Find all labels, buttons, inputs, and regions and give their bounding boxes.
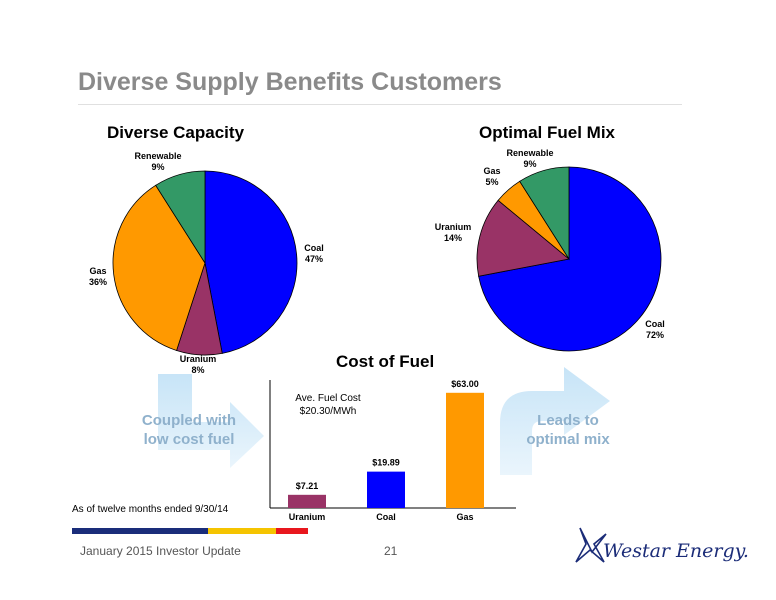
pie2-chart [476, 166, 662, 352]
right-bent-arrow [500, 367, 610, 475]
pie2-label-uranium: Uranium 14% [428, 222, 478, 244]
pie2-slice-uranium [476, 199, 570, 277]
pie2-label-uranium-name: Uranium [434, 222, 472, 232]
pie1-label-coal-name: Coal [304, 243, 324, 253]
pie1-label-gas-value: 36% [88, 277, 107, 287]
slide-title: Diverse Supply Benefits Customers [78, 68, 502, 96]
title-divider [78, 104, 682, 105]
pie1-label-uranium-name: Uranium [179, 354, 217, 364]
bar-gas [446, 392, 484, 508]
pie2-title: Optimal Fuel Mix [479, 123, 616, 142]
pie1-slice-renewable [155, 170, 206, 265]
bar-title: Cost of Fuel [336, 352, 435, 371]
star-logo-icon [575, 527, 607, 563]
bar-value-label-gas: $63.00 [451, 379, 479, 389]
pie2-label-coal-value: 72% [645, 330, 664, 340]
pie1-label-renewable: Renewable 9% [130, 151, 186, 173]
company-logo-text: Westar Energy. [603, 540, 749, 562]
pie2-label-uranium-value: 14% [443, 233, 462, 243]
pie1-slice-coal [204, 170, 298, 354]
brand-stripe-yellow [208, 528, 276, 534]
pie2-label-coal-name: Coal [645, 319, 665, 329]
left-bent-arrow [158, 374, 264, 468]
pie2-label-renewable-value: 9% [523, 159, 537, 169]
bar-value-label-coal: $19.89 [372, 458, 400, 468]
pie2-slice-coal [478, 166, 662, 352]
page-number: 21 [384, 544, 398, 558]
pie2-label-renewable-name: Renewable [506, 148, 554, 158]
pie1-label-coal: Coal 47% [298, 243, 330, 265]
brand-stripe-blue [72, 528, 208, 534]
pie2-label-renewable: Renewable 9% [502, 148, 558, 170]
pie2-slice-renewable [519, 166, 570, 261]
bar-category-label-coal: Coal [376, 512, 396, 522]
pie1-label-gas-name: Gas [89, 266, 107, 276]
bar-annotation: Ave. Fuel Cost $20.30/MWh [295, 393, 361, 417]
bar-coal [367, 471, 405, 508]
pie1-label-renewable-value: 9% [151, 162, 165, 172]
bar-chart: $7.21 Uranium $19.89 Coal $63.00 Gas [269, 379, 516, 522]
pie1-label-renewable-name: Renewable [134, 151, 182, 161]
brand-stripe [72, 528, 308, 534]
pie1-chart [112, 170, 298, 356]
bar-category-label-uranium: Uranium [289, 512, 326, 522]
pie2-label-coal: Coal 72% [639, 319, 671, 341]
pie2-label-gas-value: 5% [485, 177, 499, 187]
pie2-label-gas-name: Gas [483, 166, 501, 176]
pie1-slice-gas [112, 184, 206, 352]
pie1-label-coal-value: 47% [304, 254, 323, 264]
pie1-label-gas: Gas 36% [82, 266, 114, 288]
bar-value-label-uranium: $7.21 [296, 481, 319, 491]
pie2-label-gas: Gas 5% [478, 166, 506, 188]
bar-category-label-gas: Gas [456, 512, 473, 522]
brand-stripe-red [276, 528, 308, 534]
footer-text: January 2015 Investor Update [80, 544, 241, 558]
left-arrow-text: Coupled with low cost fuel [141, 412, 237, 448]
pie1-title: Diverse Capacity [107, 123, 245, 142]
bar-uranium [288, 494, 326, 508]
right-arrow-text: Leads to optimal mix [526, 412, 610, 448]
pie1-label-uranium: Uranium 8% [173, 354, 223, 376]
footnote: As of twelve months ended 9/30/14 [72, 504, 229, 515]
pie1-label-uranium-value: 8% [191, 365, 205, 375]
